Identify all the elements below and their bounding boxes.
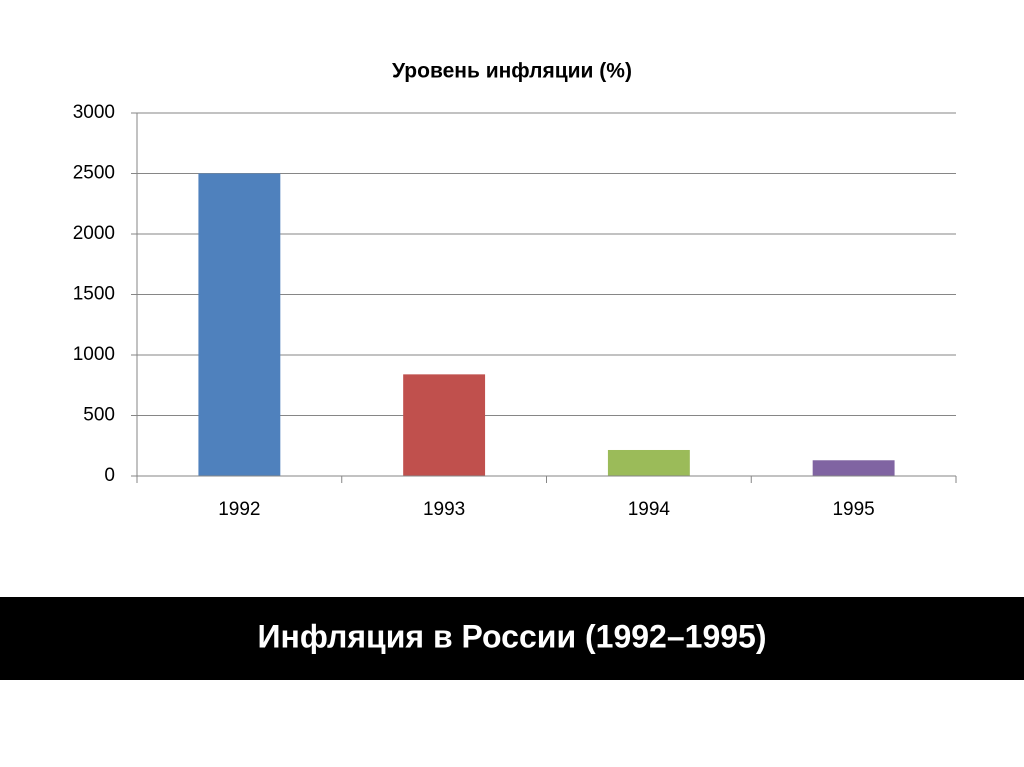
bar (198, 173, 281, 476)
x-tick-label: 1993 (423, 499, 465, 520)
y-tick-label: 2500 (73, 163, 115, 184)
y-tick-label: 500 (83, 405, 115, 426)
bar (607, 449, 690, 476)
plot: 0 500 1000 1500 2000 2500 3000 1992 1993 1994 1995 (73, 102, 957, 520)
x-tick-label: 1995 (832, 499, 874, 520)
y-tick-label: 2000 (73, 223, 115, 244)
bar (403, 374, 486, 476)
y-tick-label: 0 (104, 465, 115, 486)
x-tick-label: 1992 (218, 499, 260, 520)
y-tick-label: 3000 (73, 102, 115, 123)
chart-title: Уровень инфляции (%) (392, 60, 632, 83)
x-tick-label: 1994 (628, 499, 671, 520)
y-tick-label: 1000 (73, 344, 115, 365)
banner-title: Инфляция в России (1992–1995) (258, 618, 767, 654)
bar (812, 460, 895, 476)
y-tick-label: 1500 (73, 284, 115, 305)
banner (0, 597, 1024, 680)
